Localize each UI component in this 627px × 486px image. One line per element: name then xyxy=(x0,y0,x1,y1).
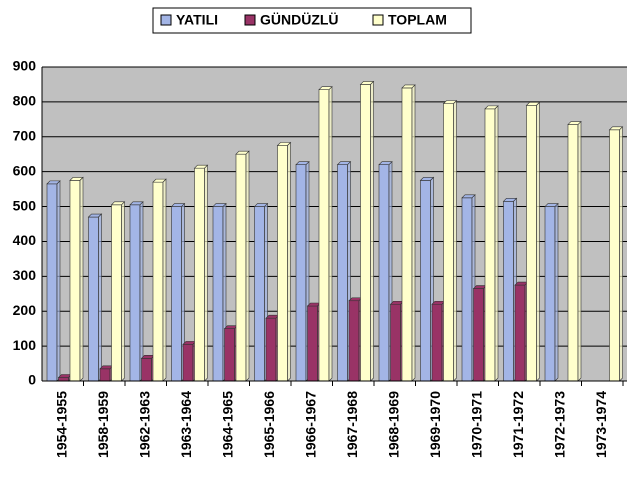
bar xyxy=(235,153,247,382)
bar-side xyxy=(56,180,61,382)
y-tick-label: 300 xyxy=(13,267,37,283)
y-tick-label: 900 xyxy=(13,58,37,74)
bar-side xyxy=(79,176,84,382)
bar xyxy=(171,206,182,382)
y-tick-label: 700 xyxy=(13,127,37,143)
bar-side xyxy=(619,126,623,382)
bar xyxy=(484,108,496,382)
x-tick-label: 1972-1973 xyxy=(551,391,567,458)
bar xyxy=(337,164,348,382)
x-tick-label: 1965-1966 xyxy=(261,391,277,458)
bar xyxy=(141,358,152,382)
x-tick-label: 1966-1967 xyxy=(302,391,318,458)
y-tick-label: 400 xyxy=(13,232,37,248)
bar xyxy=(431,303,443,382)
legend-box xyxy=(152,7,472,34)
legend-label: GÜNDÜZLÜ xyxy=(260,12,339,28)
bar xyxy=(224,328,235,382)
bar-side xyxy=(245,150,250,382)
bar xyxy=(544,206,556,382)
bar-side xyxy=(121,201,125,382)
x-tick-label: 1969-1970 xyxy=(427,391,443,458)
bar-side xyxy=(554,202,559,382)
bar xyxy=(461,197,473,382)
y-tick-label: 600 xyxy=(13,162,37,178)
bar xyxy=(69,180,81,382)
bar-side xyxy=(536,101,540,382)
bar-side xyxy=(287,141,291,382)
x-tick-label: 1971-1972 xyxy=(510,391,526,458)
y-tick-label: 500 xyxy=(13,197,37,213)
bar xyxy=(99,368,111,382)
bar xyxy=(514,284,526,382)
x-tick-label: 1954-1955 xyxy=(53,391,69,458)
bar xyxy=(212,206,224,382)
bar xyxy=(111,204,122,382)
bar xyxy=(360,84,371,382)
bar xyxy=(58,377,69,382)
bar-side xyxy=(370,80,374,382)
bar xyxy=(129,204,141,382)
bar-side xyxy=(577,120,582,382)
bar xyxy=(46,183,58,382)
y-tick-label: 800 xyxy=(13,93,37,109)
bar-side xyxy=(162,178,167,382)
bar xyxy=(420,180,431,382)
bar xyxy=(503,201,514,382)
bar xyxy=(152,181,164,382)
bar xyxy=(318,89,330,382)
bar xyxy=(390,303,401,382)
bar xyxy=(348,300,360,382)
legend-label: YATILI xyxy=(176,12,218,28)
legend-swatch xyxy=(372,14,384,26)
bar-side xyxy=(328,85,333,382)
bar-side xyxy=(494,105,499,382)
bar xyxy=(609,129,620,382)
bar xyxy=(194,167,205,382)
bar xyxy=(295,164,307,382)
bar xyxy=(443,103,454,382)
x-tick-label: 1968-1969 xyxy=(385,391,401,458)
y-tick-label: 0 xyxy=(28,372,36,388)
legend-label: TOPLAM xyxy=(388,12,447,28)
legend-swatch xyxy=(160,14,172,26)
bar xyxy=(307,305,318,382)
bar xyxy=(254,206,265,382)
bar xyxy=(182,344,194,382)
bar xyxy=(473,288,484,382)
bar xyxy=(265,317,277,382)
x-tick-label: 1958-1959 xyxy=(95,391,111,458)
x-tick-label: 1963-1964 xyxy=(178,391,194,458)
legend-swatch xyxy=(244,14,256,26)
x-tick-label: 1970-1971 xyxy=(468,391,484,458)
x-tick-label: 1962-1963 xyxy=(136,391,152,458)
x-tick-label: 1964-1965 xyxy=(219,391,235,458)
x-tick-label: 1967-1968 xyxy=(344,391,360,458)
y-tick-label: 200 xyxy=(13,302,37,318)
bar xyxy=(378,164,390,382)
bar xyxy=(526,105,537,382)
bar-side xyxy=(204,164,208,382)
bar xyxy=(277,145,288,382)
bar-side xyxy=(139,201,144,382)
bar xyxy=(88,216,99,382)
bar-side xyxy=(411,84,416,382)
bar xyxy=(567,124,579,382)
y-tick-label: 100 xyxy=(13,337,37,353)
bar-side xyxy=(98,213,102,382)
bar xyxy=(401,87,413,382)
bar-side xyxy=(453,99,457,382)
x-tick-label: 1973-1974 xyxy=(593,391,609,458)
